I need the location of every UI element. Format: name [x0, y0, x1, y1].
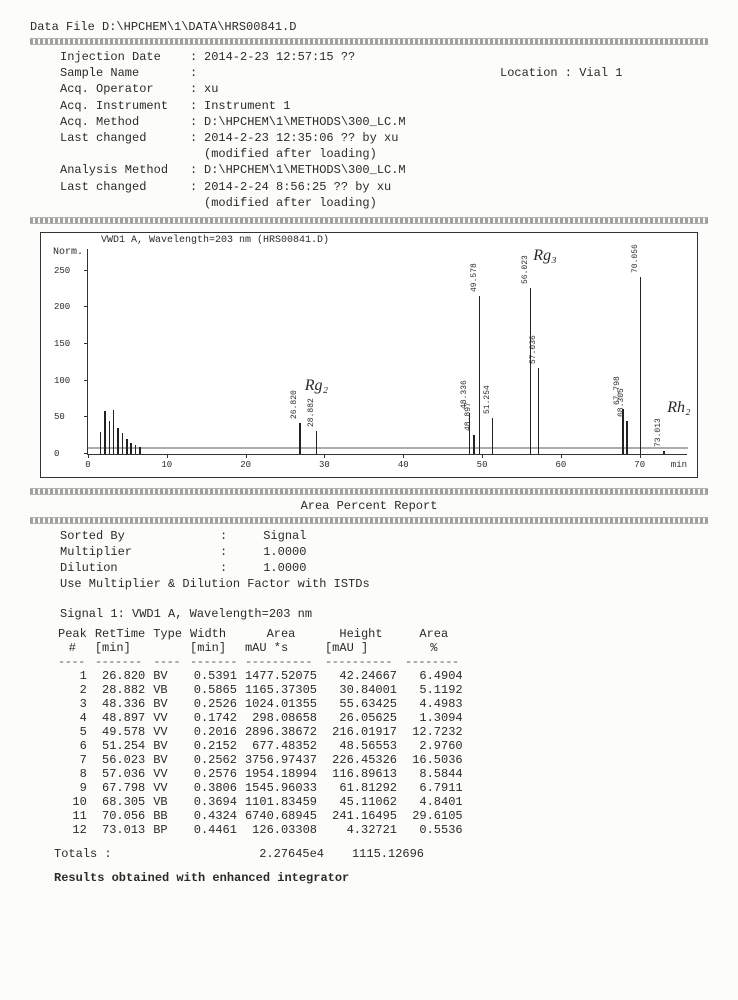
chromatogram-peak [626, 421, 627, 454]
chromatogram-peak [640, 277, 641, 454]
datafile-value: D:\HPCHEM\1\DATA\HRS00841.D [102, 20, 296, 34]
xtick-label: 40 [398, 460, 409, 470]
meta-value [204, 65, 708, 81]
noise-peak [109, 421, 111, 454]
chart-ylabel: Norm. [53, 247, 83, 258]
chromatogram-peak [663, 451, 664, 454]
peak-rt-label: 48.897 [464, 402, 473, 431]
noise-peak [113, 410, 115, 454]
location-label: Location : Vial 1 [500, 65, 622, 81]
noise-peak [139, 447, 141, 454]
chromatogram-chart: VWD1 A, Wavelength=203 nm (HRS00841.D) N… [40, 232, 698, 478]
ytick-label: 50 [54, 412, 65, 422]
footer-line: Results obtained with enhanced integrato… [54, 871, 708, 885]
meta-label: Sample Name [60, 65, 190, 81]
datafile-label: Data File [30, 20, 95, 34]
peak-table: Peak RetTime Type Width Area Height Area… [54, 627, 708, 837]
chromatogram-peak [473, 435, 474, 454]
baseline-noise [88, 442, 688, 450]
ytick-label: 100 [54, 376, 70, 386]
noise-peak [104, 411, 106, 453]
table-row: 651.254BV0.2152 677.48352 48.56553 2.976… [54, 739, 467, 753]
xtick-label: 0 [85, 460, 90, 470]
meta-label: Injection Date [60, 49, 190, 65]
noise-peak [130, 443, 132, 454]
noise-peak [135, 445, 137, 454]
peak-rt-label: 70.056 [631, 244, 640, 273]
xtick-label: 30 [319, 460, 330, 470]
signal-line: Signal 1: VWD1 A, Wavelength=203 nm [60, 607, 708, 621]
table-row: 448.897VV0.1742 298.08658 26.05625 1.309… [54, 711, 467, 725]
noise-peak [126, 439, 128, 454]
table-row: 756.023BV0.25623756.97437 226.45326 16.5… [54, 753, 467, 767]
divider-report-top [30, 488, 708, 495]
xtick-label: 60 [555, 460, 566, 470]
chromatogram-peak [479, 296, 480, 454]
xtick-label: 20 [240, 460, 251, 470]
report-meta: Sorted By: Signal Multiplier: 1.0000 Dil… [60, 528, 708, 593]
x-unit: min [671, 460, 687, 470]
divider-report-bot [30, 517, 708, 524]
meta-block: Injection Date : 2014-2-23 12:57:15 ?? S… [60, 49, 708, 211]
table-row: 1273.013BP0.4461 126.03308 4.32721 0.553… [54, 823, 467, 837]
ytick-label: 0 [54, 449, 59, 459]
chromatogram-peak [316, 431, 317, 454]
ytick-label: 200 [54, 302, 70, 312]
peak-rt-label: 73.013 [654, 418, 663, 447]
noise-peak [122, 433, 124, 454]
datafile-line: Data File D:\HPCHEM\1\DATA\HRS00841.D [30, 20, 708, 34]
table-row: 1068.305VB0.36941101.83459 45.11062 4.84… [54, 795, 467, 809]
divider-pre-chart [30, 217, 708, 224]
totals-row: Totals : 2.27645e4 1115.12696 [54, 847, 708, 861]
ytick-label: 150 [54, 339, 70, 349]
chromatogram-peak [538, 368, 539, 454]
report-title: Area Percent Report [30, 499, 708, 513]
chart-title: VWD1 A, Wavelength=203 nm (HRS00841.D) [101, 235, 329, 246]
peak-rt-label: 51.254 [483, 385, 492, 414]
xtick-label: 50 [477, 460, 488, 470]
report-note: Use Multiplier & Dilution Factor with IS… [60, 576, 708, 592]
peak-rt-label: 26.820 [290, 390, 299, 419]
chromatogram-peak [530, 288, 531, 454]
table-row: 549.578VV0.20162896.38672 216.01917 12.7… [54, 725, 467, 739]
table-row: 228.882VB0.58651165.37305 30.84001 5.119… [54, 683, 467, 697]
ytick-label: 250 [54, 266, 70, 276]
plot-area: min 05010015020025001020304050607026.820… [87, 249, 687, 455]
xtick-label: 10 [161, 460, 172, 470]
chromatogram-peak [492, 418, 493, 454]
peak-rt-label: 57.036 [529, 335, 538, 364]
peak-rt-label: 49.578 [470, 263, 479, 292]
table-row: 967.798VV0.38061545.96033 61.81292 6.791… [54, 781, 467, 795]
table-row: 126.820BV0.53911477.52075 42.24667 6.490… [54, 669, 467, 683]
peak-rt-label: 56.023 [521, 255, 530, 284]
meta-value: 2014-2-23 12:57:15 ?? [204, 49, 708, 65]
handwritten-annotation: Rg₂ [305, 377, 328, 395]
chromatogram-peak [299, 423, 300, 454]
table-row: 857.036VV0.25761954.18994 116.89613 8.58… [54, 767, 467, 781]
handwritten-annotation: Rg₃ [533, 247, 556, 265]
table-row: 348.336BV0.25261024.01355 55.63425 4.498… [54, 697, 467, 711]
table-row: 1170.056BB0.43246740.68945 241.16495 29.… [54, 809, 467, 823]
divider-top [30, 38, 708, 45]
peak-rt-label: 68.305 [617, 388, 626, 417]
peak-rt-label: 28.882 [307, 398, 316, 427]
handwritten-annotation: Rh₂ [667, 399, 690, 417]
noise-peak [117, 428, 119, 454]
xtick-label: 70 [634, 460, 645, 470]
noise-peak [100, 432, 102, 454]
